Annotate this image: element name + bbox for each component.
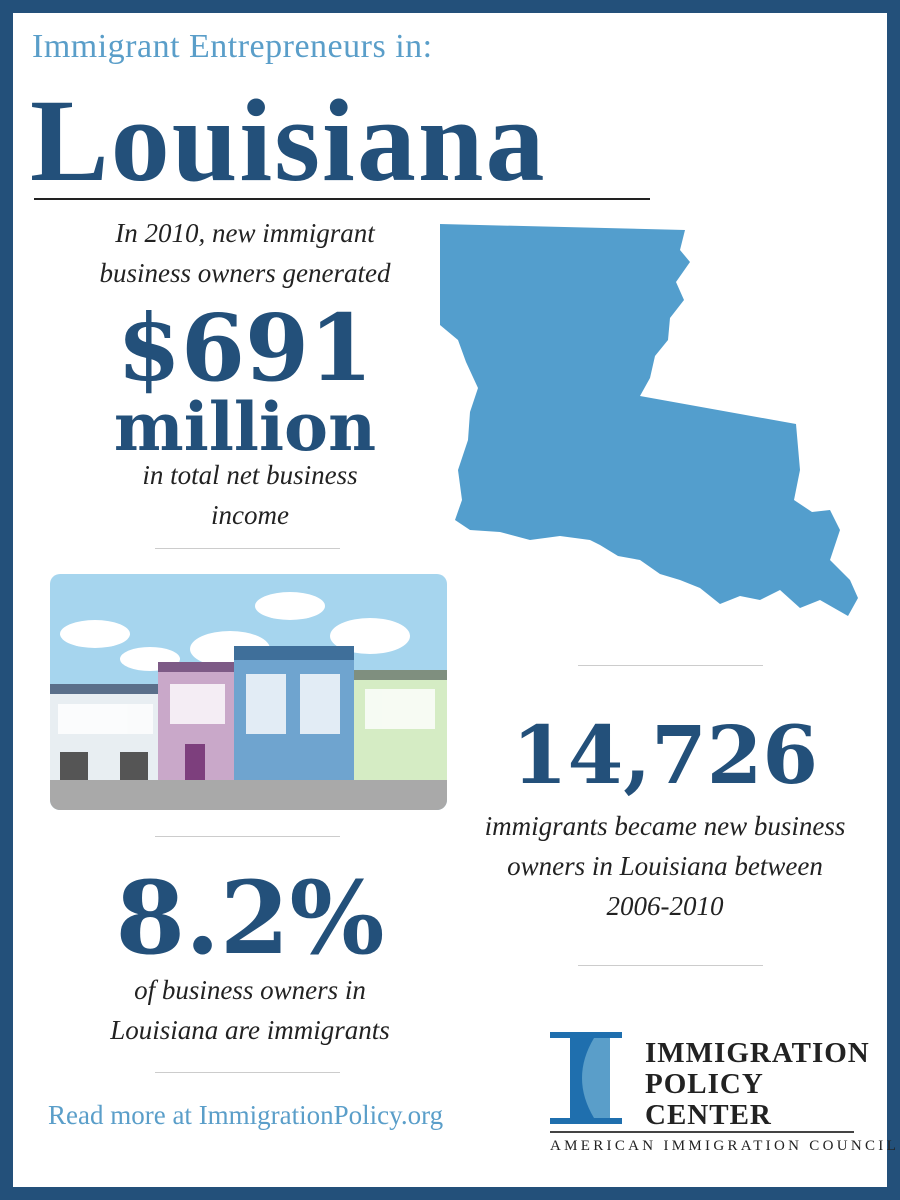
read-more-link[interactable]: Read more at ImmigrationPolicy.org [48, 1100, 444, 1130]
income-value: $691 [116, 294, 374, 402]
divider [155, 836, 340, 837]
clouds [60, 592, 410, 671]
owners-value: 14,726 [511, 708, 819, 802]
ipc-logo-mark [550, 1032, 622, 1124]
divider [578, 665, 763, 666]
kicker: Immigrant Entrepreneurs in: [32, 28, 433, 65]
income-unit: million [113, 388, 377, 466]
divider [578, 965, 763, 966]
owners-text: immigrants became new business owners in… [484, 811, 846, 921]
storefront-illustration [50, 574, 447, 810]
logo-text: IMMIGRATION POLICY CENTER [645, 1038, 870, 1131]
logo-line: IMMIGRATION [645, 1037, 870, 1069]
logo-council: AMERICAN IMMIGRATION COUNCIL [550, 1138, 900, 1154]
share-value: 8.2% [115, 859, 385, 977]
income-outro: in total net business income [142, 460, 358, 530]
title-rule [34, 198, 650, 200]
logo-rule [550, 1131, 854, 1133]
divider [155, 1072, 340, 1073]
share-text: of business owners in Louisiana are immi… [110, 975, 390, 1045]
louisiana-shape [440, 224, 858, 616]
logo-line: POLICY [645, 1068, 764, 1100]
page-title: Louisiana [30, 75, 547, 206]
income-intro: In 2010, new immigrant business owners g… [99, 218, 391, 288]
divider [155, 548, 340, 549]
logo-line: CENTER [645, 1099, 772, 1131]
